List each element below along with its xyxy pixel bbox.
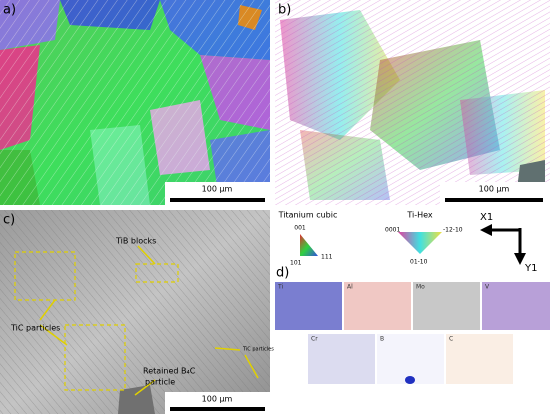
pole-label: 101 bbox=[290, 260, 302, 267]
pole-label: 01-10 bbox=[410, 259, 428, 266]
panel-label: d) bbox=[276, 266, 289, 281]
panel-label: b) bbox=[278, 3, 291, 18]
panel-a: 100 µm a) bbox=[0, 0, 270, 205]
legend-title: Ti-Hex bbox=[406, 211, 433, 220]
pole-label: 001 bbox=[294, 225, 306, 232]
axes-indicator: X1 Y1 bbox=[480, 212, 537, 274]
annotation: particle bbox=[145, 378, 175, 387]
highlight-box bbox=[14, 251, 179, 391]
panel-label: a) bbox=[3, 3, 16, 18]
legend-title: Titanium cubic bbox=[278, 211, 338, 220]
pole-label: 111 bbox=[321, 254, 333, 261]
element-label: Cr bbox=[311, 336, 318, 343]
panel-label: c) bbox=[3, 213, 15, 228]
scale-label: 100 µm bbox=[479, 185, 510, 194]
annotation: Retained B₄C bbox=[143, 367, 196, 376]
panel-c: TiB blocks TiC particles TiC particles R… bbox=[0, 210, 274, 414]
ipf-legend-hex: Ti-Hex 0001 -12-10 01-10 bbox=[385, 211, 463, 266]
ipf-legend-cubic: Titanium cubic 001 101 111 bbox=[278, 211, 338, 267]
annotation: TiC particles bbox=[10, 324, 60, 333]
arrow bbox=[39, 245, 259, 396]
element-label: Al bbox=[347, 284, 353, 291]
element-label: C bbox=[449, 336, 453, 343]
axis-label: Y1 bbox=[524, 263, 537, 274]
element-label: V bbox=[485, 284, 490, 291]
panel-d: d) Ti Al Mo V Cr B C bbox=[275, 266, 550, 384]
scale-label: 100 µm bbox=[202, 395, 233, 404]
pole-label: -12-10 bbox=[443, 227, 463, 234]
scale-label: 100 µm bbox=[202, 185, 233, 194]
element-label: Ti bbox=[277, 284, 283, 291]
element-label: Mo bbox=[416, 284, 425, 291]
axis-label: X1 bbox=[480, 212, 493, 223]
pole-label: 0001 bbox=[385, 227, 400, 234]
element-label: B bbox=[380, 336, 384, 343]
annotation: TiB blocks bbox=[115, 237, 156, 246]
panel-b: 100 µm b) bbox=[275, 0, 550, 205]
annotation: TiC particles bbox=[242, 347, 274, 353]
